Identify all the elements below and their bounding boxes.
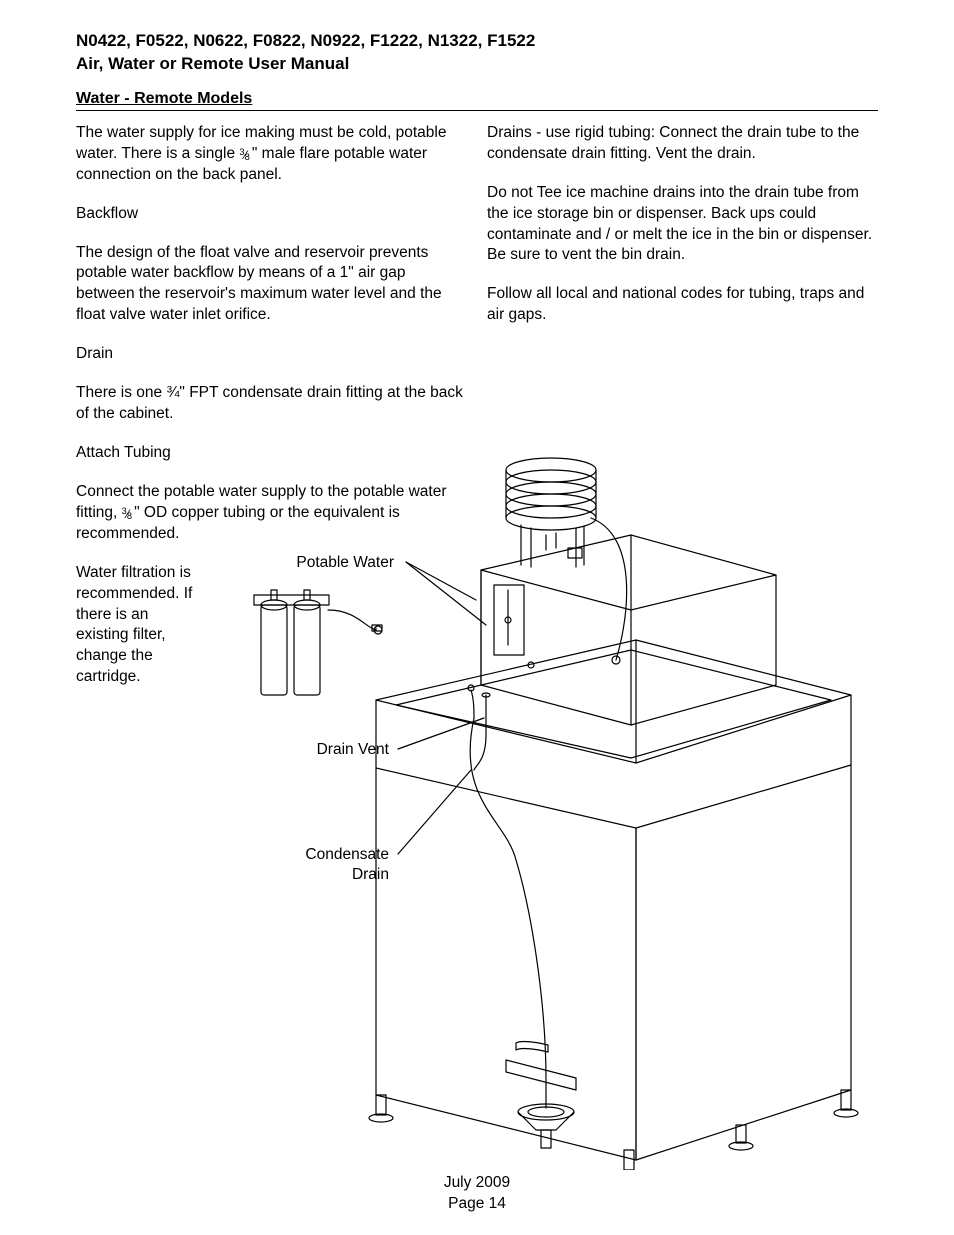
frac-num: 3 xyxy=(239,147,244,157)
drain-paragraph: There is one ¾" FPT condensate drain fit… xyxy=(76,383,467,425)
document-header: N0422, F0522, N0622, F0822, N0922, F1222… xyxy=(76,30,878,76)
intro-paragraph: The water supply for ice making must be … xyxy=(76,123,467,186)
codes-paragraph: Follow all local and national codes for … xyxy=(487,284,878,326)
section-title: Water - Remote Models xyxy=(76,90,878,111)
frac-den: 8 xyxy=(245,152,250,162)
backflow-heading: Backflow xyxy=(76,204,467,225)
footer-date: July 2009 xyxy=(0,1173,954,1194)
header-line-1: N0422, F0522, N0622, F0822, N0922, F1222… xyxy=(76,30,878,53)
callout-potable-water: Potable Water xyxy=(274,553,394,573)
drains-paragraph: Drains - use rigid tubing: Connect the d… xyxy=(487,123,878,165)
callout-drain-vent: Drain Vent xyxy=(294,740,389,760)
callout-condensate-line1: Condensate xyxy=(305,846,389,863)
fraction-3-8: 3⁄8 xyxy=(239,149,251,161)
callout-condensate-drain: Condensate Drain xyxy=(274,845,389,885)
plumbing-diagram: Potable Water Drain Vent Condensate Drai… xyxy=(76,440,878,1170)
diagram-svg xyxy=(76,440,878,1170)
header-line-2: Air, Water or Remote User Manual xyxy=(76,53,878,76)
drain-heading: Drain xyxy=(76,344,467,365)
backflow-paragraph: The design of the float valve and reserv… xyxy=(76,243,467,327)
footer-page: Page 14 xyxy=(0,1194,954,1215)
page-footer: July 2009 Page 14 xyxy=(0,1173,954,1215)
callout-condensate-line2: Drain xyxy=(352,866,389,883)
no-tee-paragraph: Do not Tee ice machine drains into the d… xyxy=(487,183,878,267)
